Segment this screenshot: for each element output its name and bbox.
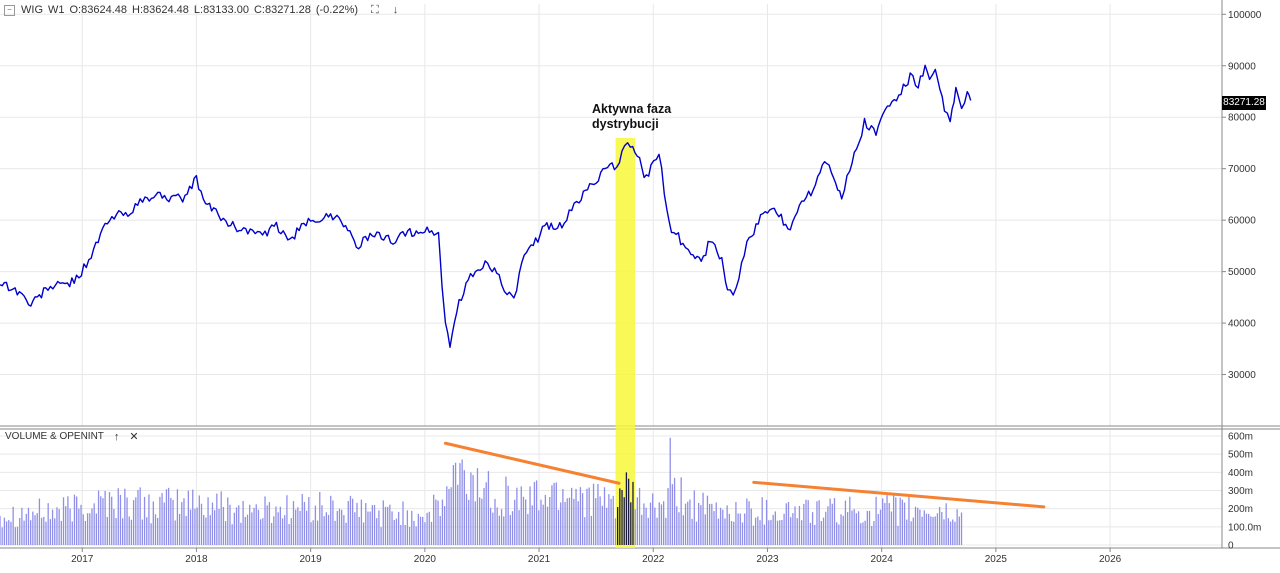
price-y-tick-label: 60000 (1228, 216, 1256, 227)
x-tick-label: 2026 (1099, 554, 1122, 565)
distribution-annotation: Aktywna faza dystrybucji (592, 102, 671, 132)
x-tick-label: 2019 (300, 554, 323, 565)
x-tick-label: 2020 (414, 554, 437, 565)
price-y-tick-label: 70000 (1228, 164, 1256, 175)
x-tick-label: 2024 (871, 554, 894, 565)
volume-trendline (752, 480, 1046, 509)
low-value: L:83133.00 (193, 4, 249, 16)
close-value: C:83271.28 (253, 4, 311, 16)
annotation-line-2: dystrybucji (592, 117, 659, 131)
arrow-down-icon[interactable]: ↓ (392, 4, 399, 16)
arrow-up-icon[interactable]: ↑ (113, 430, 120, 443)
price-y-tick-label: 30000 (1228, 370, 1256, 381)
x-tick-label: 2025 (985, 554, 1008, 565)
price-y-tick-label: 40000 (1228, 319, 1256, 330)
price-y-tick-label: 100000 (1228, 10, 1262, 21)
volume-y-tick-label: 400m (1228, 468, 1253, 479)
volume-y-tick-label: 600m (1228, 432, 1253, 443)
x-tick-label: 2021 (528, 554, 551, 565)
timeframe-label: W1 (48, 4, 65, 16)
x-tick-label: 2023 (756, 554, 779, 565)
volume-y-tick-label: 200m (1228, 504, 1253, 515)
high-value: H:83624.48 (132, 4, 189, 16)
price-series-line (0, 64, 972, 348)
distribution-highlight-band (615, 138, 635, 548)
annotation-line-1: Aktywna faza (592, 102, 672, 116)
last-price-label: 83271.28 (1222, 96, 1266, 110)
price-y-tick-label: 80000 (1228, 113, 1256, 124)
x-tick-label: 2017 (71, 554, 94, 565)
x-tick-label: 2022 (642, 554, 665, 565)
expand-icon[interactable]: ⛶ (371, 3, 379, 16)
volume-y-tick-label: 0 (1228, 541, 1234, 552)
volume-y-tick-label: 500m (1228, 450, 1253, 461)
close-icon[interactable]: ✕ (129, 431, 139, 443)
open-value: O:83624.48 (69, 4, 128, 16)
price-y-tick-label: 90000 (1228, 61, 1256, 72)
collapse-icon[interactable]: − (4, 4, 15, 16)
volume-panel-title: VOLUME & OPENINT (5, 431, 104, 442)
x-tick-label: 2018 (185, 554, 208, 565)
volume-trendline (443, 441, 621, 485)
volume-y-tick-label: 100.0m (1228, 522, 1261, 533)
chart-header: − WIG W1 O:83624.48 H:83624.48 L:83133.0… (4, 3, 404, 17)
volume-y-tick-label: 300m (1228, 486, 1253, 497)
symbol-label: WIG (21, 4, 43, 16)
price-y-tick-label: 50000 (1228, 267, 1256, 278)
change-value: (-0.22%) (315, 4, 359, 16)
volume-panel-header: VOLUME & OPENINT ↑ ✕ (5, 430, 139, 444)
